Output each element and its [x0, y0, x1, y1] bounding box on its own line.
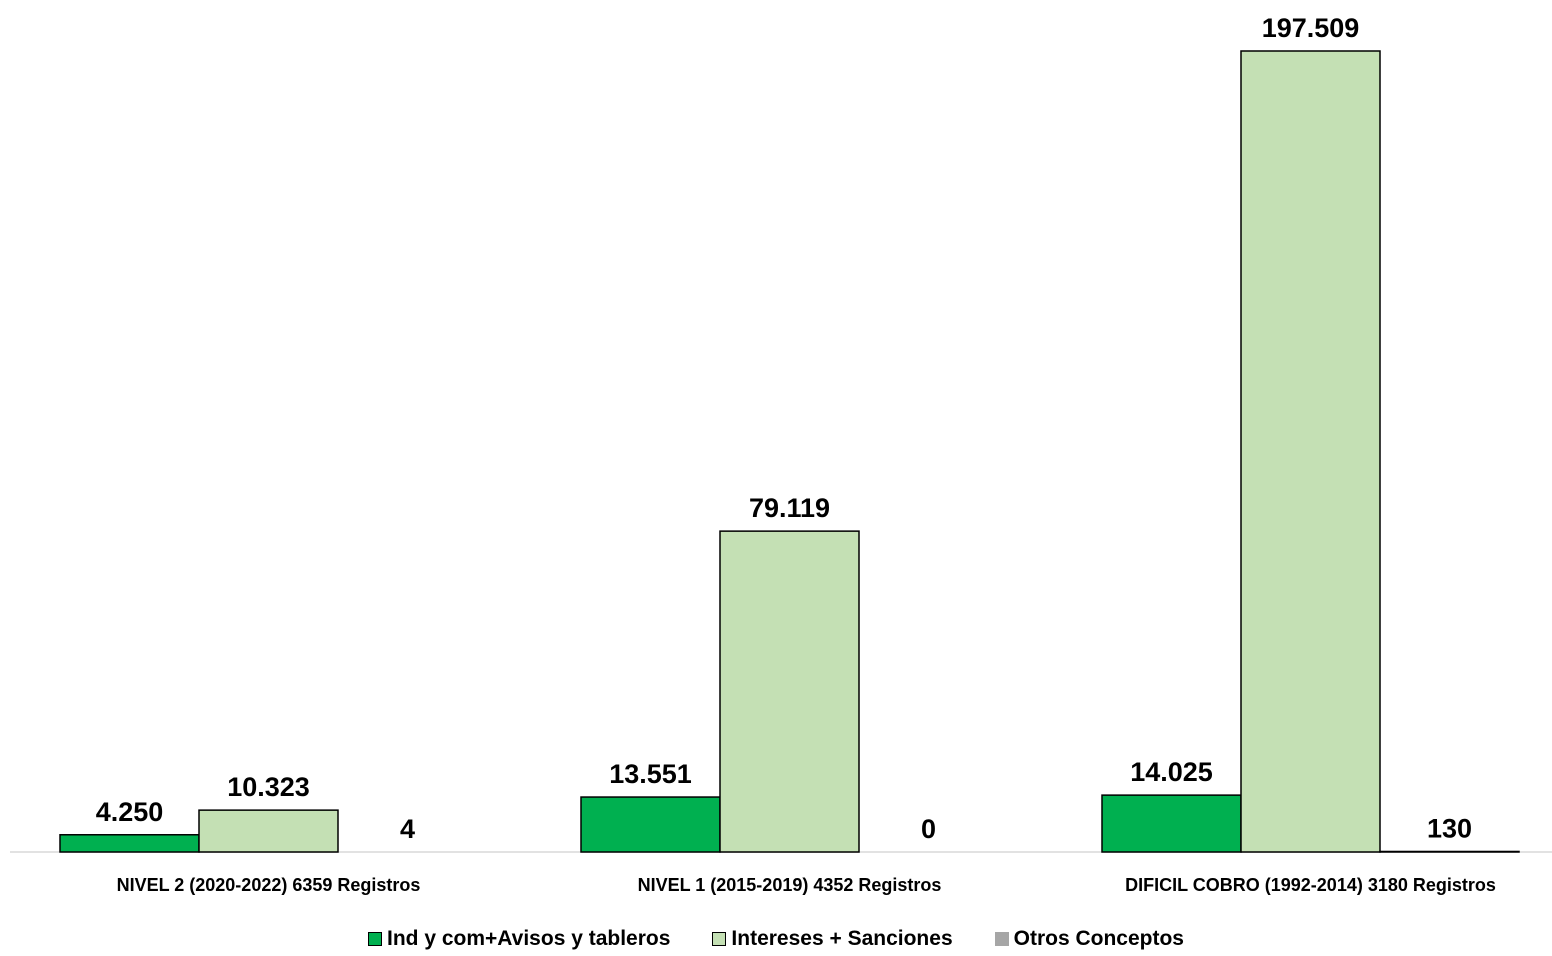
legend-label-series-2: Intereses + Sanciones [731, 927, 953, 950]
data-label-series-1-cat-2: 13.551 [609, 759, 692, 789]
data-label-series-2-cat-3: 197.509 [1262, 13, 1360, 43]
legend-label-series-3: Otros Conceptos [1013, 927, 1184, 950]
bar-series-2-cat-3 [1240, 50, 1381, 853]
bar-series-1-cat-3 [1101, 794, 1242, 853]
bar-series-2-cat-1 [198, 809, 339, 853]
bar-series-1-cat-1 [59, 834, 200, 853]
legend-label-series-1: Ind y com+Avisos y tableros [387, 927, 671, 950]
legend-item-series-3: Otros Conceptos [994, 927, 1184, 951]
data-label-series-3-cat-1: 4 [400, 814, 415, 844]
data-label-series-3-cat-2: 0 [921, 814, 936, 844]
bar-chart: 4.250 10.323 4 NIVEL 2 (2020-2022) 6359 Reg… [10, 13, 1552, 895]
data-label-series-1-cat-1: 4.250 [96, 797, 164, 827]
chart-legend: Ind y com+Avisos y tableros Intereses + … [0, 922, 1552, 956]
bar-series-1-cat-2 [580, 796, 721, 853]
legend-item-series-2: Intereses + Sanciones [712, 927, 953, 951]
legend-swatch-series-1 [368, 932, 382, 946]
data-label-series-1-cat-3: 14.025 [1130, 757, 1213, 787]
legend-swatch-series-3 [994, 932, 1009, 946]
data-label-series-2-cat-2: 79.119 [749, 493, 830, 523]
legend-item-series-1: Ind y com+Avisos y tableros [368, 927, 670, 951]
data-label-series-2-cat-1: 10.323 [227, 772, 310, 802]
x-tick-label-3: DIFICIL COBRO (1992-2014) 3180 Registros [1125, 875, 1496, 895]
x-tick-label-2: NIVEL 1 (2015-2019) 4352 Registros [638, 875, 942, 895]
bar-series-2-cat-2 [719, 530, 860, 853]
data-label-series-3-cat-3: 130 [1427, 813, 1472, 843]
x-tick-label-1: NIVEL 2 (2020-2022) 6359 Registros [117, 875, 421, 895]
legend-swatch-series-2 [712, 932, 727, 946]
bar-series-3-cat-3 [1379, 850, 1520, 853]
